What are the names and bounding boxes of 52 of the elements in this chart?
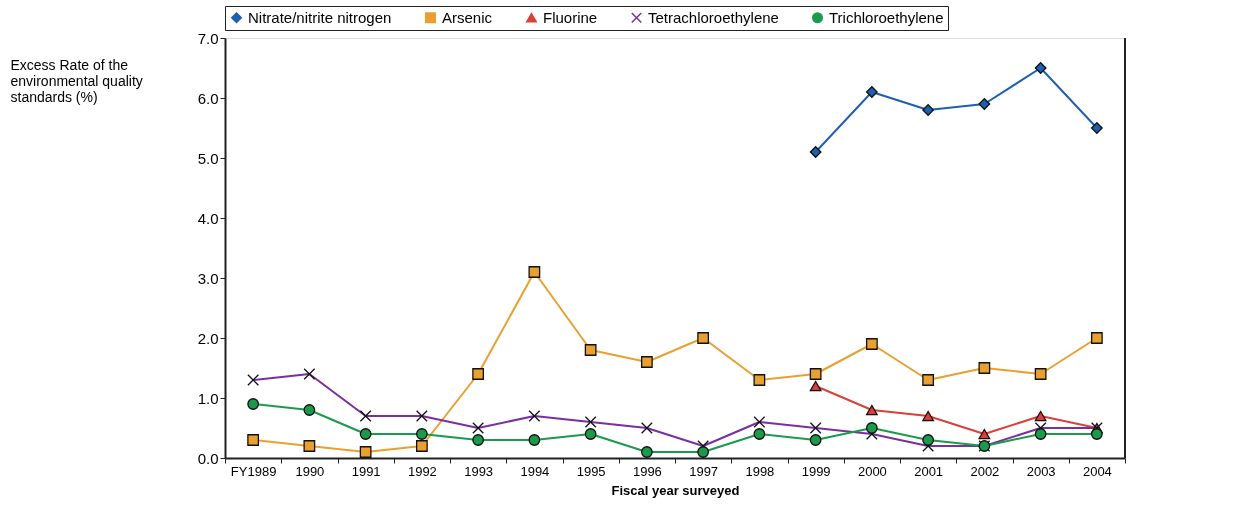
- point: [247, 434, 260, 446]
- legend-label: Arsenic: [442, 8, 493, 26]
- point: [472, 368, 485, 380]
- point: [472, 434, 485, 446]
- point: [247, 398, 260, 410]
- y-axis-title: Excess Rate of the environmental quality standards (%): [10, 56, 143, 105]
- point: [415, 428, 428, 440]
- x-tick-label: 1992: [407, 463, 437, 479]
- y-tick-label: 3.0: [197, 269, 219, 287]
- x-tick-label: 1994: [520, 463, 550, 479]
- point: [640, 356, 653, 368]
- x-tick-label: 2002: [970, 463, 1000, 479]
- x-tick-label: 1990: [295, 463, 325, 479]
- x-tick-label: 2001: [914, 463, 944, 479]
- point: [922, 410, 935, 422]
- x-tick-label: 1999: [801, 463, 831, 479]
- point: [640, 446, 653, 458]
- x-tick-label: 1997: [689, 463, 719, 479]
- point: [922, 374, 935, 386]
- x-tick-label: 1995: [576, 463, 606, 479]
- y-tick-label: 0.0: [197, 449, 219, 467]
- y-tick-label: 5.0: [197, 149, 219, 167]
- x-tick-label: 2000: [857, 463, 887, 479]
- point: [1090, 122, 1103, 134]
- point: [865, 422, 878, 434]
- point: [865, 404, 878, 416]
- point: [1090, 428, 1103, 440]
- point: [415, 440, 428, 452]
- x-tick-label: 2003: [1026, 463, 1056, 479]
- x-tick-label: FY1989: [230, 463, 277, 479]
- x-tick-label: 2004: [1082, 463, 1112, 479]
- point: [865, 338, 878, 350]
- point: [865, 86, 878, 98]
- point: [922, 104, 935, 116]
- point: [1090, 332, 1103, 344]
- legend-label: Trichloroethylene: [829, 8, 944, 26]
- x-tick-label: 1996: [632, 463, 662, 479]
- y-tick-label: 2.0: [197, 329, 219, 347]
- y-tick-label: 1.0: [197, 389, 219, 407]
- legend-label: Tetrachloroethylene: [648, 8, 779, 26]
- x-axis-title: Fiscal year surveyed: [611, 482, 740, 498]
- legend-label: Nitrate/nitrite nitrogen: [248, 8, 392, 26]
- x-tick-label: 1991: [351, 463, 381, 479]
- point: [922, 434, 935, 446]
- y-tick-label: 7.0: [197, 29, 219, 47]
- legend-label: Fluorine: [543, 8, 598, 26]
- y-tick-label: 6.0: [197, 89, 219, 107]
- x-tick-label: 1993: [464, 463, 494, 479]
- y-tick-label: 4.0: [197, 209, 219, 227]
- point: [697, 332, 710, 344]
- point: [697, 446, 710, 458]
- x-tick-label: 1998: [745, 463, 775, 479]
